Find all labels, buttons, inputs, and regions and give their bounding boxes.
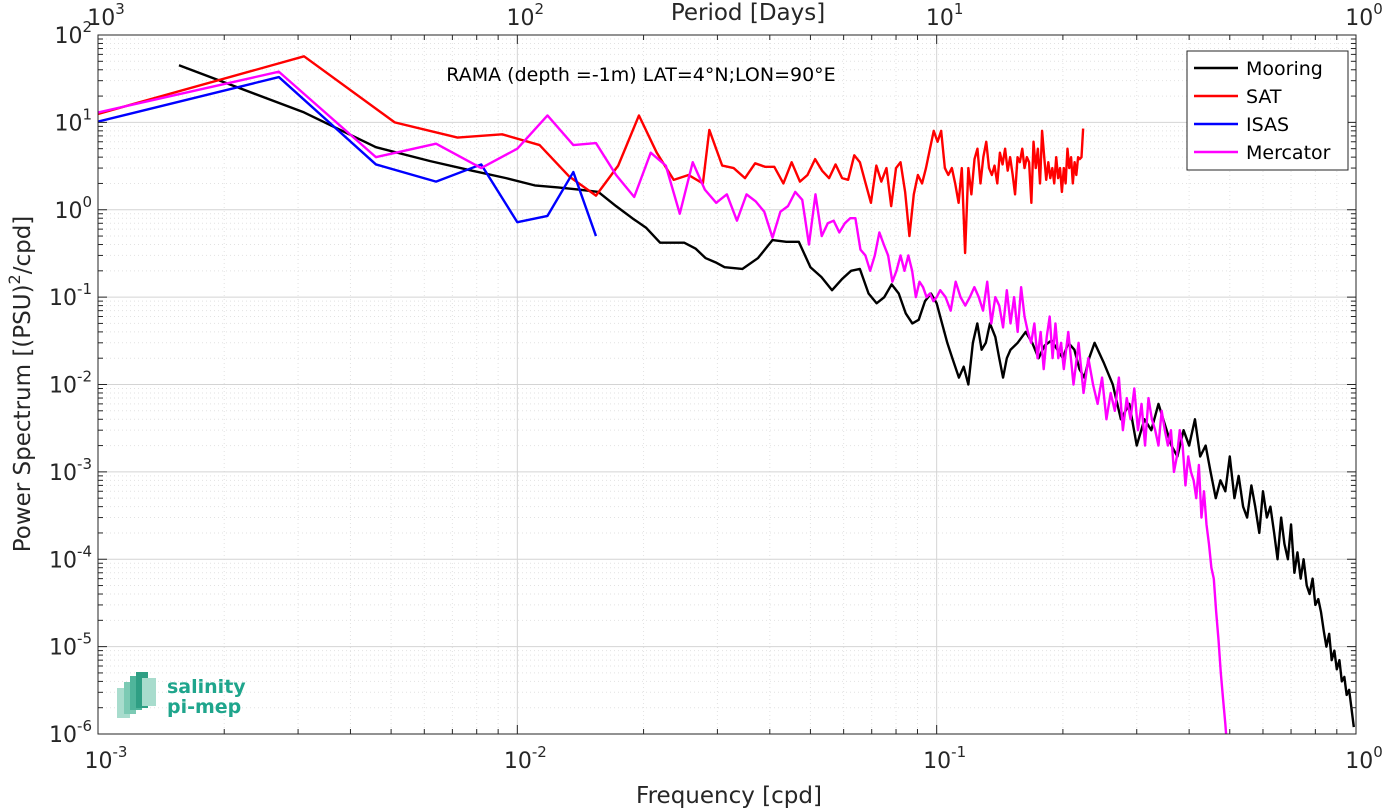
x-tick-label: 10-1 bbox=[923, 743, 966, 774]
y-tick-label: 101 bbox=[54, 105, 92, 136]
y-tick-label: 10-4 bbox=[49, 542, 92, 573]
legend-label-isas: ISAS bbox=[1246, 114, 1289, 136]
series-layer bbox=[98, 55, 1355, 734]
minor-grid bbox=[98, 35, 1356, 734]
legend: Mooring SAT ISAS Mercator bbox=[1186, 50, 1349, 171]
y-axis-label: Power Spectrum [(PSU)2/cpd] bbox=[5, 216, 36, 553]
series-line-mercator bbox=[98, 70, 1228, 734]
y-tick-label: 100 bbox=[54, 193, 92, 224]
x-tick-label: 10-2 bbox=[504, 743, 547, 774]
top-axis-label: Period [Days] bbox=[671, 0, 825, 26]
x-tick-label: 100 bbox=[1345, 743, 1383, 774]
top-tick-label: 101 bbox=[926, 0, 964, 31]
y-tick-label: 10-6 bbox=[49, 717, 92, 748]
legend-label-mercator: Mercator bbox=[1246, 142, 1331, 164]
salinity-pi-mep-logo: salinity pi-mep bbox=[117, 672, 246, 718]
x-axis-label: Frequency [cpd] bbox=[636, 783, 822, 809]
legend-label-mooring: Mooring bbox=[1246, 58, 1323, 80]
logo-text-pi-mep: pi-mep bbox=[167, 696, 241, 718]
y-tick-label: 10-3 bbox=[49, 455, 92, 486]
y-tick-label: 10-2 bbox=[49, 368, 92, 399]
top-tick-label: 102 bbox=[507, 0, 545, 31]
y-tick-label: 10-1 bbox=[49, 280, 92, 311]
axis-ticks bbox=[97, 34, 1357, 735]
major-grid bbox=[97, 34, 1357, 735]
series-line-sat bbox=[98, 55, 1085, 255]
legend-box bbox=[1186, 50, 1349, 171]
x-tick-label: 10-3 bbox=[85, 743, 128, 774]
chart-annotation: RAMA (depth =-1m) LAT=4°N;LON=90°E bbox=[446, 64, 835, 86]
logo-mark-icon bbox=[117, 672, 156, 718]
legend-label-sat: SAT bbox=[1246, 86, 1282, 108]
y-tick-label: 10-5 bbox=[49, 630, 92, 661]
y-tick-label: 102 bbox=[54, 18, 92, 49]
logo-text-salinity: salinity bbox=[167, 676, 246, 698]
top-tick-label: 103 bbox=[87, 0, 125, 31]
series-line-isas bbox=[98, 75, 598, 237]
top-tick-label: 100 bbox=[1345, 0, 1383, 31]
